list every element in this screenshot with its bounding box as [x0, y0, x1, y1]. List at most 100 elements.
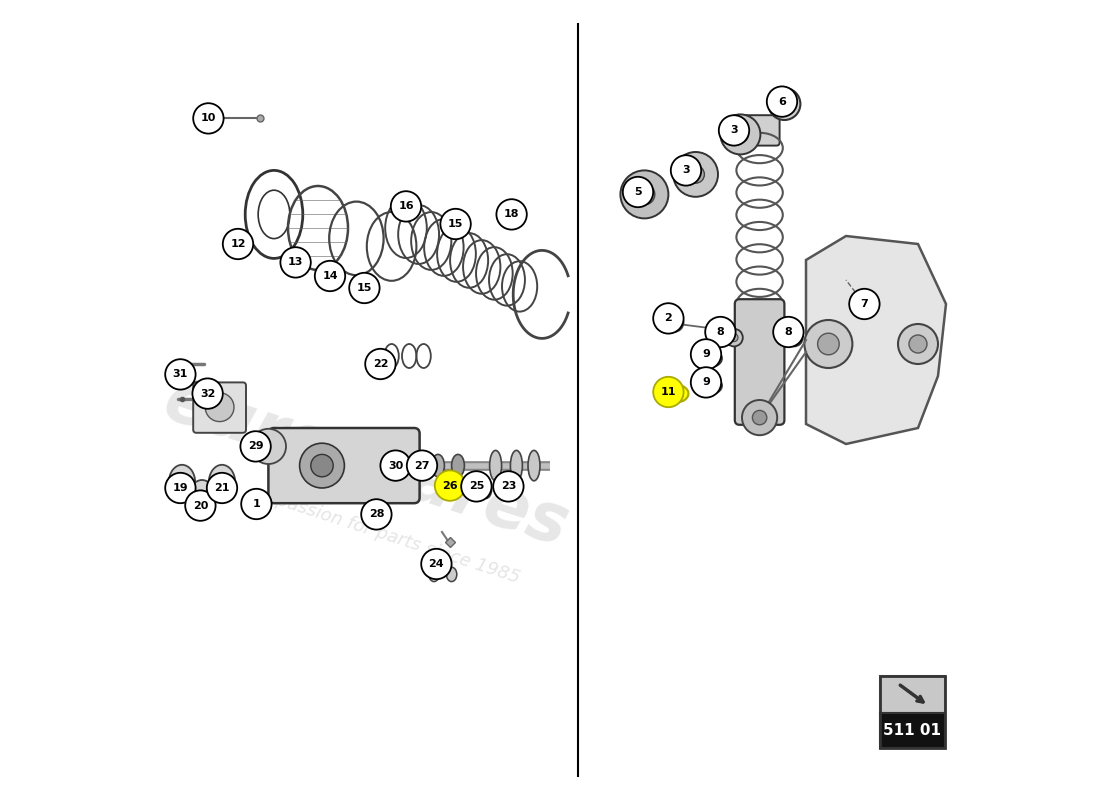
Text: 12: 12 [230, 239, 245, 249]
Circle shape [673, 152, 718, 197]
Text: 28: 28 [368, 510, 384, 519]
Circle shape [849, 289, 880, 319]
Circle shape [752, 410, 767, 425]
Circle shape [909, 335, 927, 353]
Text: 1: 1 [253, 499, 261, 509]
Ellipse shape [790, 334, 798, 342]
Circle shape [623, 177, 653, 207]
Text: 25: 25 [469, 482, 484, 491]
Circle shape [165, 359, 196, 390]
Circle shape [241, 431, 271, 462]
Ellipse shape [481, 481, 492, 498]
Ellipse shape [664, 385, 689, 402]
Text: 15: 15 [356, 283, 372, 293]
Circle shape [817, 333, 839, 355]
Ellipse shape [510, 450, 522, 481]
Circle shape [192, 378, 223, 409]
Circle shape [185, 490, 216, 521]
Text: 10: 10 [200, 114, 216, 123]
Text: 18: 18 [504, 210, 519, 219]
Ellipse shape [217, 475, 228, 490]
Circle shape [653, 377, 683, 407]
Ellipse shape [177, 475, 187, 490]
Circle shape [311, 454, 333, 477]
Text: 19: 19 [173, 483, 188, 493]
Ellipse shape [705, 382, 715, 390]
Text: 21: 21 [214, 483, 230, 493]
Text: 13: 13 [288, 258, 304, 267]
Circle shape [461, 471, 492, 502]
Ellipse shape [197, 490, 207, 505]
Circle shape [280, 247, 311, 278]
Circle shape [720, 114, 760, 154]
Text: 3: 3 [730, 126, 738, 135]
Text: 32: 32 [200, 389, 216, 398]
Circle shape [691, 367, 722, 398]
Circle shape [241, 489, 272, 519]
Text: 9: 9 [702, 378, 710, 387]
Text: 24: 24 [429, 559, 444, 569]
Circle shape [349, 273, 379, 303]
Text: a passion for parts since 1985: a passion for parts since 1985 [257, 486, 522, 586]
Circle shape [769, 88, 801, 120]
FancyBboxPatch shape [194, 382, 246, 433]
Ellipse shape [528, 450, 540, 481]
Text: 6: 6 [778, 97, 785, 106]
Text: 30: 30 [388, 461, 404, 470]
Ellipse shape [452, 454, 464, 477]
Ellipse shape [209, 465, 235, 500]
Circle shape [804, 320, 853, 368]
FancyBboxPatch shape [737, 115, 780, 146]
Circle shape [767, 86, 798, 117]
Text: 27: 27 [415, 461, 430, 470]
Circle shape [653, 303, 683, 334]
Circle shape [223, 229, 253, 259]
Circle shape [773, 317, 804, 347]
Ellipse shape [429, 567, 439, 582]
Circle shape [407, 450, 437, 481]
Circle shape [361, 499, 392, 530]
Circle shape [620, 170, 669, 218]
Ellipse shape [490, 450, 502, 481]
Ellipse shape [698, 350, 722, 367]
Text: 2: 2 [664, 314, 672, 323]
Text: 11: 11 [661, 387, 676, 397]
Ellipse shape [705, 354, 715, 362]
FancyBboxPatch shape [880, 676, 945, 714]
Circle shape [705, 317, 736, 347]
Circle shape [194, 103, 223, 134]
FancyBboxPatch shape [880, 714, 945, 748]
Ellipse shape [698, 377, 722, 394]
Text: 22: 22 [373, 359, 388, 369]
Ellipse shape [168, 465, 195, 500]
Text: 7: 7 [860, 299, 868, 309]
FancyBboxPatch shape [735, 299, 784, 425]
Circle shape [434, 470, 465, 501]
Circle shape [493, 471, 524, 502]
Text: 31: 31 [173, 370, 188, 379]
Circle shape [718, 115, 749, 146]
Circle shape [686, 166, 704, 183]
Circle shape [165, 473, 196, 503]
Ellipse shape [189, 480, 216, 515]
Polygon shape [806, 236, 946, 444]
Circle shape [898, 324, 938, 364]
Circle shape [742, 400, 778, 435]
Text: 26: 26 [442, 481, 458, 490]
Ellipse shape [431, 454, 444, 477]
Circle shape [496, 199, 527, 230]
Text: 15: 15 [448, 219, 463, 229]
Ellipse shape [725, 329, 742, 346]
Circle shape [390, 191, 421, 222]
Circle shape [691, 339, 722, 370]
Circle shape [381, 450, 410, 481]
Circle shape [299, 443, 344, 488]
Ellipse shape [785, 329, 803, 346]
FancyBboxPatch shape [268, 428, 419, 503]
Text: 511 01: 511 01 [883, 723, 942, 738]
Ellipse shape [469, 481, 480, 498]
Text: eurospares: eurospares [155, 367, 576, 561]
Text: 29: 29 [248, 442, 263, 451]
Text: 9: 9 [702, 350, 710, 359]
Circle shape [315, 261, 345, 291]
